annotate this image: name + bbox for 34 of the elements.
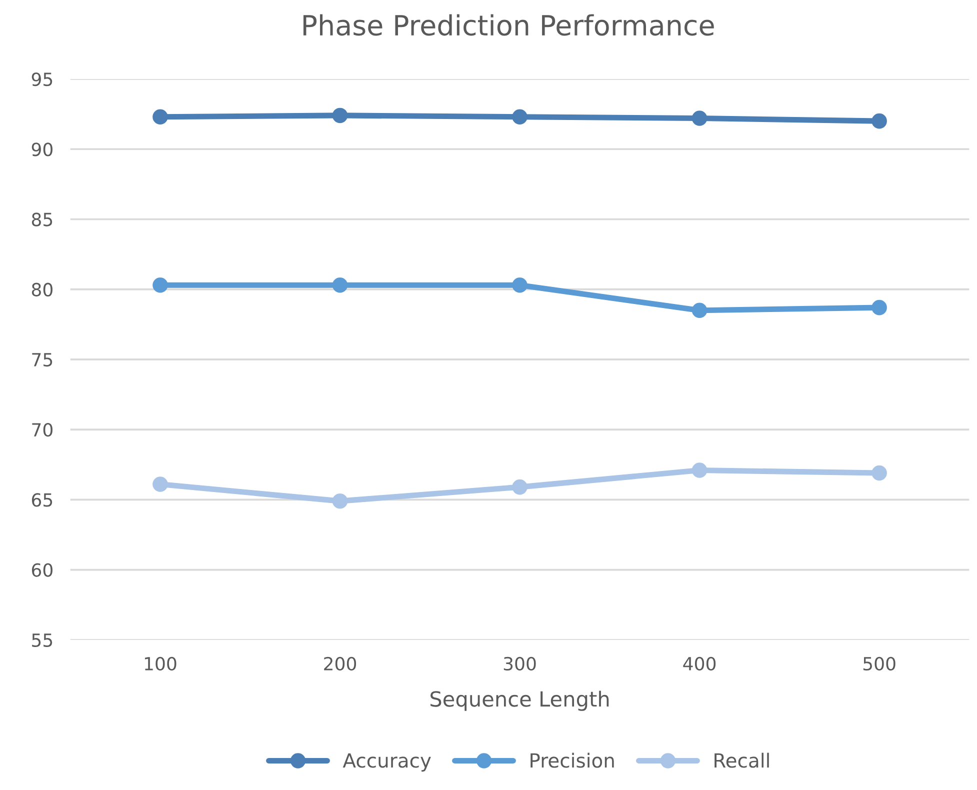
point: [152, 109, 168, 124]
point: [152, 476, 168, 492]
y-tick-label: 60: [32, 563, 52, 577]
point: [332, 108, 348, 124]
point: [872, 300, 887, 316]
point: [152, 277, 168, 293]
y-tick-label: 80: [32, 282, 52, 296]
x-tick-label: 400: [683, 656, 716, 671]
legend-label: Accuracy: [342, 753, 431, 772]
point: [512, 479, 528, 495]
point: [692, 110, 708, 126]
y-tick-label: 85: [32, 212, 52, 226]
chart-title: Phase Prediction Performance: [303, 14, 714, 36]
point: [512, 109, 528, 124]
y-tick-label: 75: [32, 353, 52, 367]
point: [872, 113, 887, 129]
point: [692, 302, 708, 318]
point: [512, 277, 528, 293]
x-axis-title: Sequence Length: [430, 690, 609, 711]
point: [332, 277, 348, 293]
x-tick-label: 500: [863, 656, 896, 671]
y-tick-label: 70: [32, 423, 52, 437]
legend-label: Recall: [714, 752, 769, 768]
point: [692, 462, 708, 478]
x-tick-label: 300: [504, 656, 536, 671]
x-tick-label: 100: [144, 656, 176, 671]
x-tick-label: 200: [324, 656, 356, 671]
y-tick-label: 90: [32, 142, 52, 156]
y-tick-label: 55: [32, 634, 52, 648]
legend-label: Precision: [530, 752, 614, 768]
y-tick-label: 65: [32, 493, 52, 507]
point: [332, 493, 348, 509]
point: [872, 465, 887, 481]
y-tick-label: 95: [32, 72, 52, 86]
